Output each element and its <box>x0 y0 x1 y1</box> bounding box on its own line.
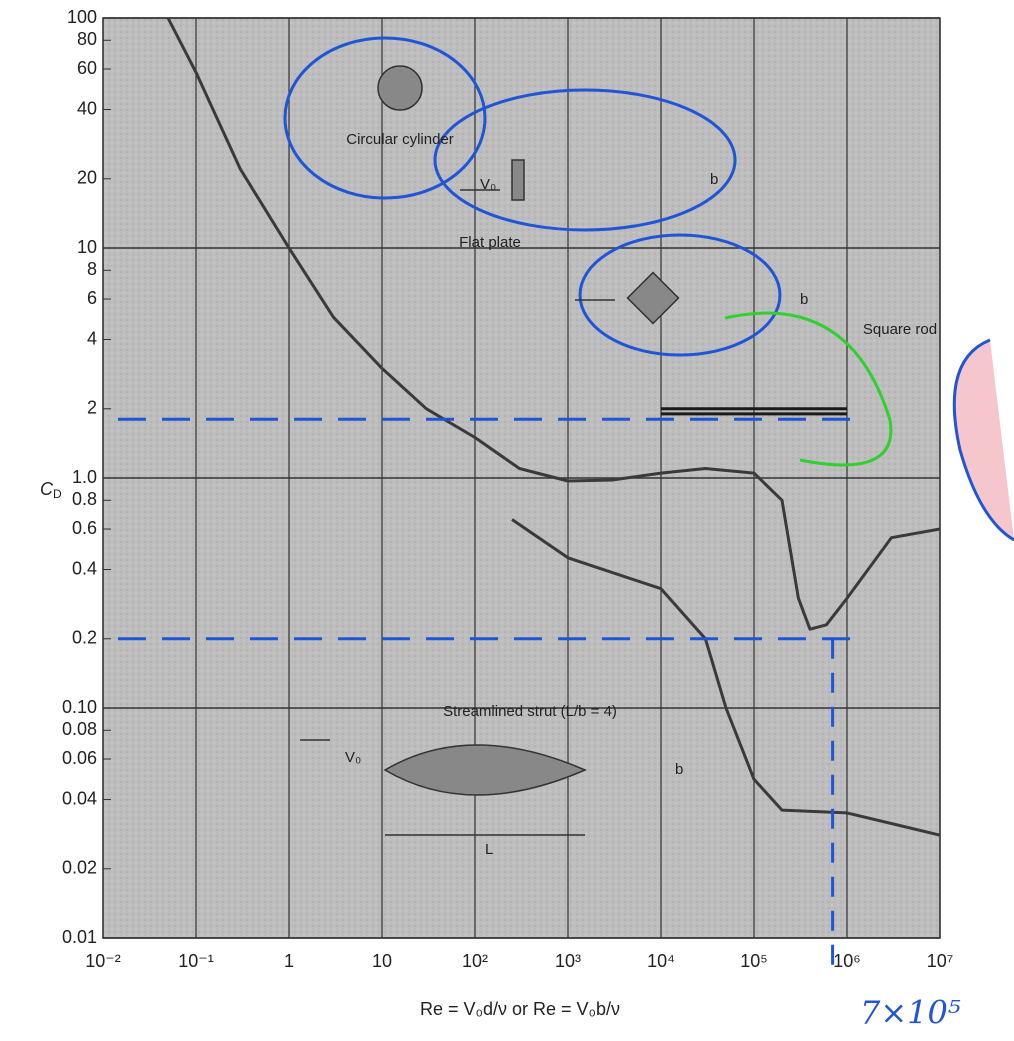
y-tick-label: 40 <box>77 98 97 118</box>
x-tick-label: 1 <box>284 951 294 971</box>
y-tick-label: 0.02 <box>62 858 97 878</box>
diagram-label: V₀ <box>480 176 496 193</box>
handwritten-note: 7×10⁵ <box>860 994 961 1032</box>
x-tick-label: 10⁻¹ <box>178 951 214 971</box>
plate-icon <box>512 160 524 200</box>
annotation: Flat plate <box>459 234 521 251</box>
y-tick-label: 0.06 <box>62 748 97 768</box>
annotation: Streamlined strut (L/b = 4) <box>443 703 617 720</box>
y-label-main: C <box>40 479 54 499</box>
x-tick-label: 10 <box>372 951 392 971</box>
diagram-label: b <box>675 761 683 778</box>
y-tick-label: 1.0 <box>72 467 97 487</box>
y-tick-label: 0.2 <box>72 628 97 648</box>
x-tick-label: 10⁵ <box>740 951 767 971</box>
page: {"chart_data": { "type": "line", "x_labe… <box>0 0 1014 1041</box>
y-tick-label: 0.04 <box>62 788 97 808</box>
annotation: Square rod <box>863 321 937 338</box>
x-tick-label: 10⁷ <box>927 951 954 971</box>
y-tick-label: 80 <box>77 29 97 49</box>
y-tick-label: 0.6 <box>72 518 97 538</box>
y-tick-label: 4 <box>87 328 97 348</box>
y-tick-label: 0.08 <box>62 719 97 739</box>
x-tick-label: 10³ <box>555 951 581 971</box>
y-tick-label: 20 <box>77 168 97 188</box>
y-tick-label: 2 <box>87 398 97 418</box>
diagram-label: V₀ <box>345 749 361 766</box>
y-axis-title: CD <box>40 479 62 501</box>
x-tick-label: 10⁴ <box>647 951 675 971</box>
y-tick-label: 0.10 <box>62 697 97 717</box>
diagram-label: b <box>710 171 718 188</box>
x-axis-title: Re = V₀d/ν or Re = V₀b/ν <box>420 999 620 1019</box>
cylinder-icon <box>378 66 422 110</box>
chart: Circular cylinder Flat plate Square rod … <box>0 0 1014 1041</box>
y-tick-label: 0.8 <box>72 489 97 509</box>
cut-off-shape <box>954 340 1014 540</box>
y-tick-label: 100 <box>67 7 97 27</box>
y-tick-label: 6 <box>87 288 97 308</box>
y-tick-label: 10 <box>77 237 97 257</box>
annotation: Circular cylinder <box>346 131 454 148</box>
x-tick-label: 10² <box>462 951 488 971</box>
x-tick-label: 10⁻² <box>85 951 121 971</box>
diagram-label: b <box>800 291 808 308</box>
x-tick-label: 10⁶ <box>833 951 860 971</box>
diagram-label: L <box>485 841 493 858</box>
y-tick-label: 0.4 <box>72 558 97 578</box>
y-tick-label: 0.01 <box>62 927 97 947</box>
y-tick-label: 60 <box>77 58 97 78</box>
y-tick-label: 8 <box>87 259 97 279</box>
y-label-sub: D <box>53 487 62 501</box>
